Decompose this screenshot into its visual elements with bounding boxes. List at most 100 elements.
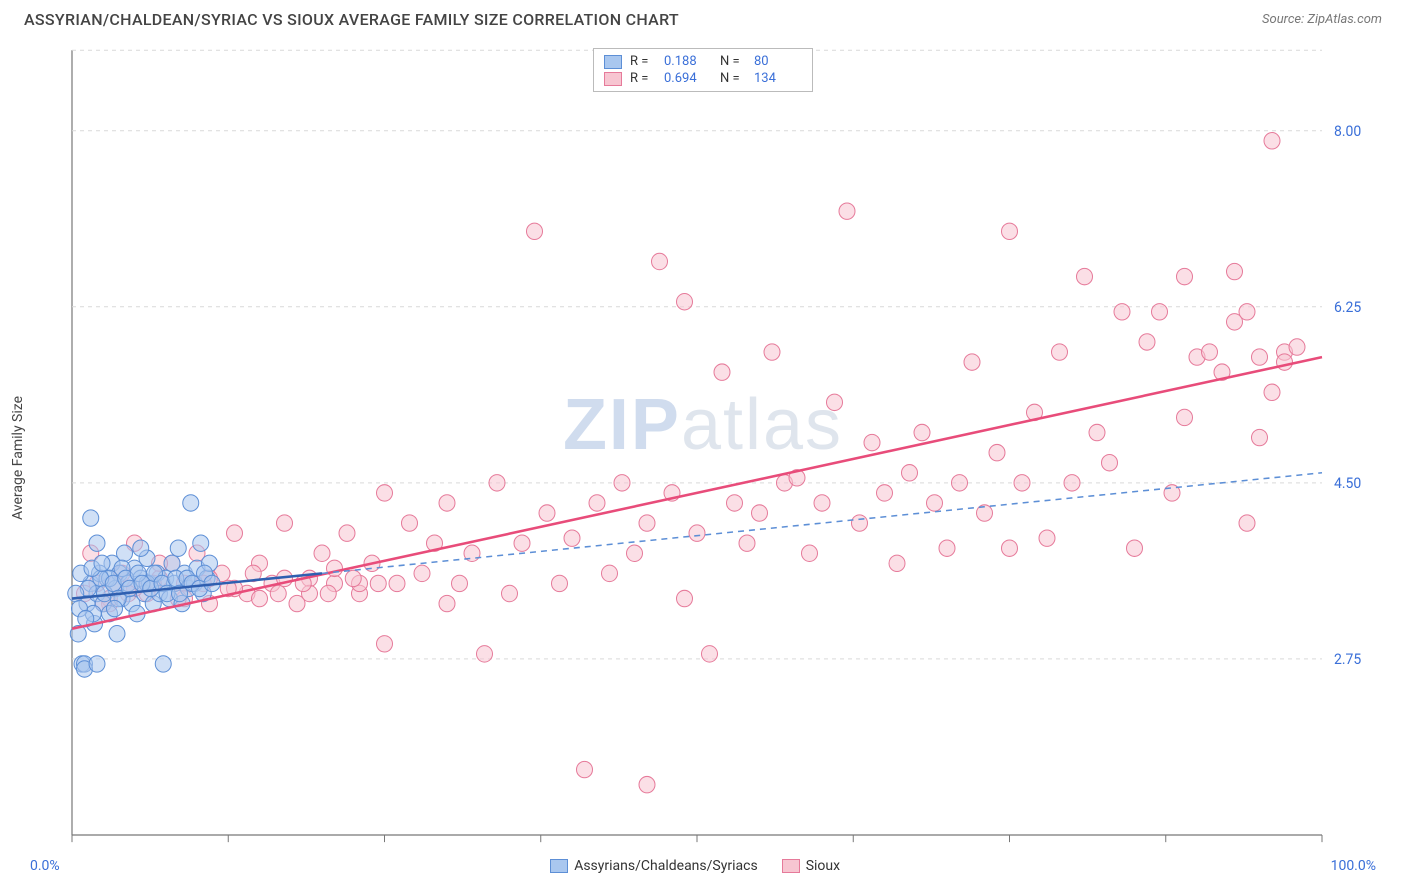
data-point [1252, 429, 1268, 445]
data-point [227, 525, 243, 541]
data-point [989, 444, 1005, 460]
svg-text:6.25: 6.25 [1334, 300, 1361, 316]
svg-text:4.50: 4.50 [1334, 476, 1361, 492]
data-point [107, 600, 123, 616]
data-point [1252, 349, 1268, 365]
data-point [1002, 223, 1018, 239]
data-point [527, 223, 543, 239]
data-point [639, 515, 655, 531]
data-point [477, 646, 493, 662]
data-point [1177, 268, 1193, 284]
svg-text:2.75: 2.75 [1334, 652, 1361, 668]
data-point [752, 505, 768, 521]
source-citation: Source: ZipAtlas.com [1262, 12, 1382, 27]
legend-swatch-icon [550, 859, 568, 873]
data-point [702, 646, 718, 662]
data-point [377, 485, 393, 501]
data-point [852, 515, 868, 531]
data-point [83, 510, 99, 526]
data-point [89, 535, 105, 551]
data-point [339, 525, 355, 541]
data-point [389, 575, 405, 591]
regression-line-sioux [72, 357, 1322, 629]
data-point [1039, 530, 1055, 546]
data-point [94, 555, 110, 571]
data-point [1089, 424, 1105, 440]
data-point [564, 530, 580, 546]
data-point [452, 575, 468, 591]
data-point [1239, 515, 1255, 531]
data-point [1289, 339, 1305, 355]
data-point [320, 585, 336, 601]
data-point [1277, 354, 1293, 370]
data-point [1239, 304, 1255, 320]
data-point [952, 475, 968, 491]
data-point [439, 495, 455, 511]
data-point [117, 545, 133, 561]
legend-item-series-2: Sioux [782, 858, 840, 874]
data-point [727, 495, 743, 511]
data-point [514, 535, 530, 551]
data-point [133, 540, 149, 556]
data-point [864, 434, 880, 450]
data-point [764, 344, 780, 360]
data-point [964, 354, 980, 370]
data-point [1227, 263, 1243, 279]
data-point [314, 545, 330, 561]
y-axis-label: Average Family Size [10, 396, 26, 520]
chart-title: ASSYRIAN/CHALDEAN/SYRIAC VS SIOUX AVERAG… [24, 10, 679, 29]
data-point [109, 626, 125, 642]
scatter-plot: 2.75 4.50 6.25 8.00 [52, 42, 1382, 874]
data-point [827, 394, 843, 410]
data-point [377, 636, 393, 652]
data-point [1064, 475, 1080, 491]
data-point [1177, 409, 1193, 425]
data-point [1114, 304, 1130, 320]
data-point [439, 595, 455, 611]
data-point [170, 540, 186, 556]
stats-legend: R = 0.188 N = 80 R = 0.694 N = 134 [593, 48, 813, 92]
data-point [345, 570, 361, 586]
data-point [252, 590, 268, 606]
data-point [1052, 344, 1068, 360]
svg-text:8.00: 8.00 [1334, 124, 1361, 140]
legend-swatch-icon [782, 859, 800, 873]
data-point [270, 585, 286, 601]
data-point [1077, 268, 1093, 284]
data-point [927, 495, 943, 511]
stats-row-series-1: R = 0.188 N = 80 [604, 53, 802, 70]
data-point [277, 515, 293, 531]
data-point [489, 475, 505, 491]
data-point [902, 465, 918, 481]
data-point [552, 575, 568, 591]
data-point [739, 535, 755, 551]
data-point [1152, 304, 1168, 320]
data-point [814, 495, 830, 511]
data-point [155, 656, 171, 672]
x-min-label: 0.0% [30, 858, 60, 874]
legend-swatch-icon [604, 55, 622, 69]
data-point [1202, 344, 1218, 360]
data-point [1264, 133, 1280, 149]
data-point [502, 585, 518, 601]
legend-item-series-1: Assyrians/Chaldeans/Syriacs [550, 858, 757, 874]
stats-row-series-2: R = 0.694 N = 134 [604, 70, 802, 87]
data-point [652, 253, 668, 269]
data-point [1264, 384, 1280, 400]
data-point [1102, 454, 1118, 470]
data-point [639, 776, 655, 792]
data-point [193, 535, 209, 551]
data-point [589, 495, 605, 511]
data-point [889, 555, 905, 571]
data-point [577, 761, 593, 777]
data-point [1014, 475, 1030, 491]
data-point [914, 424, 930, 440]
data-point [677, 294, 693, 310]
data-point [370, 575, 386, 591]
data-point [939, 540, 955, 556]
data-point [402, 515, 418, 531]
data-point [602, 565, 618, 581]
data-point [1002, 540, 1018, 556]
data-point [1139, 334, 1155, 350]
chart-area: Average Family Size R = 0.188 N = 80 R =… [24, 42, 1382, 874]
